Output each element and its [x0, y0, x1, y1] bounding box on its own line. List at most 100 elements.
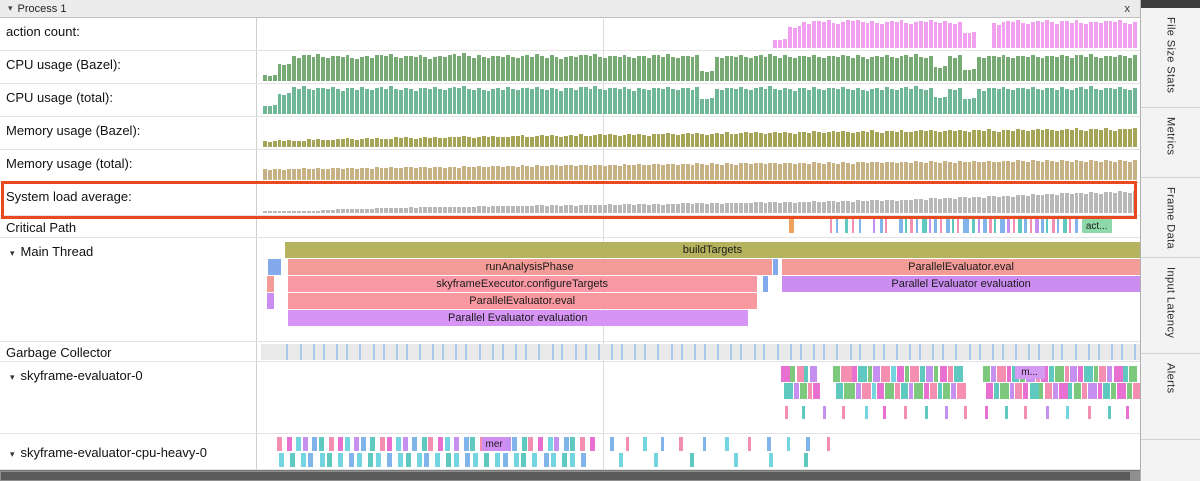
process-header[interactable]: ▾ Process 1 x	[0, 0, 1140, 18]
event-tick	[890, 366, 896, 382]
event-chip[interactable]: m...	[1014, 366, 1045, 379]
event-tick	[1034, 219, 1039, 233]
action-count-chart	[263, 20, 1138, 48]
slice[interactable]: runAnalysisPhase	[287, 259, 772, 275]
main-thread-canvas[interactable]: buildTargets runAnalysisPhase ParallelEva…	[257, 238, 1140, 341]
track-canvas-cpu-total[interactable]	[257, 84, 1140, 116]
slice[interactable]: ParallelEvaluator.eval	[782, 259, 1140, 275]
event-tick	[806, 437, 811, 451]
track-canvas-cpu-bazel[interactable]	[257, 51, 1140, 83]
event-tick	[937, 383, 942, 399]
tab-frame-data[interactable]: Frame Data	[1141, 178, 1200, 258]
slice[interactable]: Parallel Evaluator evaluation	[782, 276, 1140, 292]
event-tick	[428, 437, 434, 451]
event-tick	[491, 344, 494, 360]
critical-path-canvas[interactable]: act...	[257, 216, 1140, 237]
event-tick	[929, 383, 937, 399]
event-tick	[522, 437, 528, 451]
event-tick	[1023, 383, 1029, 399]
slice[interactable]: Parallel Evaluator evaluation	[287, 310, 748, 326]
event-tick	[724, 437, 729, 451]
event-tick	[1049, 366, 1055, 382]
slice[interactable]: ParallelEvaluator.eval	[287, 293, 757, 309]
event-tick	[951, 383, 957, 399]
event-tick	[543, 453, 549, 467]
event-tick	[982, 366, 990, 382]
event-tick	[446, 453, 452, 467]
slice-row: ParallelEvaluator.eval	[263, 293, 1140, 309]
event-tick	[528, 437, 534, 451]
track-canvas-mem-total[interactable]	[257, 150, 1140, 182]
event-chip[interactable]: mer	[482, 437, 507, 451]
event-tick	[584, 344, 587, 360]
event-tick	[289, 453, 295, 467]
slice-tick[interactable]	[268, 259, 281, 275]
event-tick	[1046, 219, 1049, 233]
event-tick	[382, 344, 385, 360]
event-tick	[832, 366, 840, 382]
track-label-garbage-collector: Garbage Collector	[0, 342, 257, 361]
collapse-icon[interactable]: ▾	[8, 3, 13, 13]
event-tick	[405, 344, 408, 360]
event-tick	[730, 344, 733, 360]
event-tick	[654, 453, 659, 467]
slice-tick[interactable]	[773, 259, 778, 275]
event-tick	[296, 437, 302, 451]
collapse-icon[interactable]: ▾	[10, 449, 15, 459]
slice-tick[interactable]	[762, 276, 769, 292]
event-tick	[1028, 344, 1031, 360]
event-tick	[753, 344, 756, 360]
horizontal-scrollbar[interactable]	[0, 470, 1140, 481]
skyframe-evaluator-cpu-heavy-0-canvas[interactable]: mer	[257, 434, 1140, 469]
slice[interactable]: skyframeExecutor.configureTargets	[287, 276, 757, 292]
event-tick	[349, 453, 355, 467]
close-icon[interactable]: x	[1124, 2, 1131, 15]
event-tick	[909, 344, 912, 360]
collapse-icon[interactable]: ▾	[10, 248, 15, 258]
event-tick	[1006, 219, 1010, 233]
track-canvas-action-count[interactable]	[257, 18, 1140, 50]
event-tick	[328, 437, 334, 451]
slice-tick[interactable]	[267, 293, 274, 309]
event-tick	[786, 437, 790, 451]
scrollbar-thumb[interactable]	[1, 472, 1130, 480]
event-chip[interactable]: act...	[1081, 219, 1112, 233]
tab-file-size-stats[interactable]: File Size Stats	[1141, 8, 1200, 108]
event-tick	[1099, 366, 1107, 382]
event-tick	[989, 219, 992, 233]
event-tick	[438, 437, 444, 451]
event-tick	[943, 383, 951, 399]
event-tick	[963, 219, 970, 233]
collapse-icon[interactable]: ▾	[10, 372, 15, 382]
track-canvas-sys-load[interactable]	[257, 183, 1140, 215]
garbage-collector-canvas[interactable]	[257, 342, 1140, 361]
event-tick	[412, 437, 418, 451]
event-tick	[405, 453, 411, 467]
tab-metrics[interactable]: Metrics	[1141, 108, 1200, 178]
tab-input-latency[interactable]: Input Latency	[1141, 258, 1200, 354]
event-tick	[680, 344, 683, 360]
mem-bazel-chart	[263, 119, 1138, 147]
event-tick	[1056, 219, 1059, 233]
event-tick	[859, 344, 862, 360]
event-tick	[1061, 344, 1064, 360]
track-row-skyframe-evaluator-0: ▾ skyframe-evaluator-0 m...	[0, 362, 1140, 434]
event-tick	[1064, 366, 1069, 382]
tab-alerts[interactable]: Alerts	[1141, 354, 1200, 440]
track-canvas-mem-bazel[interactable]	[257, 117, 1140, 149]
event-tick	[1134, 344, 1137, 360]
slice[interactable]: buildTargets	[284, 242, 1140, 258]
event-tick	[910, 366, 920, 382]
event-tick	[1097, 344, 1100, 360]
slice-tick[interactable]	[267, 276, 274, 292]
event-tick	[809, 366, 817, 382]
event-tick	[644, 344, 647, 360]
event-tick	[380, 437, 386, 451]
event-tick	[1058, 383, 1068, 399]
event-tick	[444, 437, 450, 451]
skyframe-evaluator-0-canvas[interactable]: m...	[257, 362, 1140, 433]
event-tick	[1045, 406, 1049, 419]
event-tick	[921, 219, 927, 233]
event-tick	[1052, 383, 1058, 399]
event-tick	[564, 437, 570, 451]
